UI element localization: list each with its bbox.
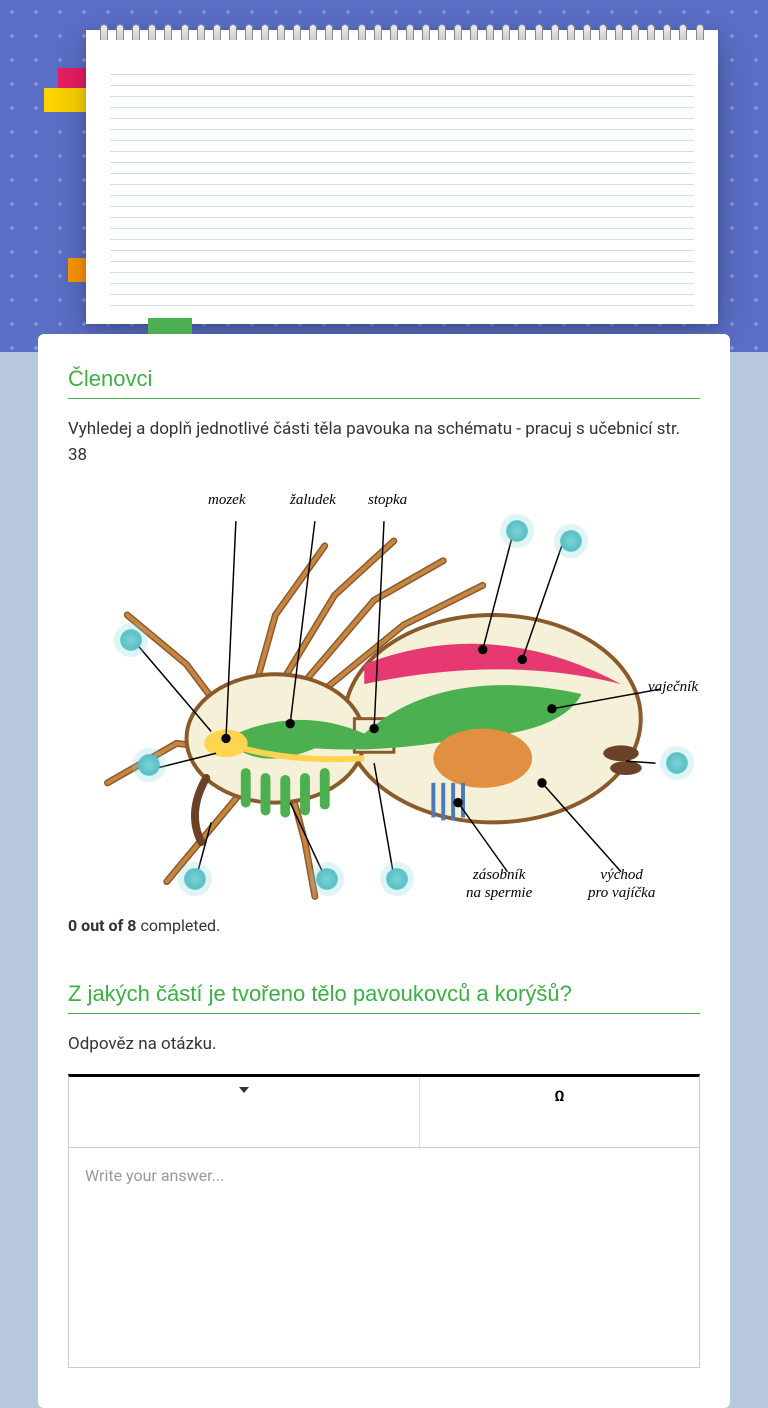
toolbar-format-dropdown[interactable] [69,1077,419,1147]
notepad-lines [110,64,694,308]
section2-title: Z jakých částí je tvořeno tělo pavoukovc… [68,981,700,1014]
label-mozek: mozek [208,492,246,509]
answer-placeholder: Write your answer... [85,1166,224,1185]
label-vajecnik: vaječník [648,679,698,696]
label-zaludek: žaludek [290,492,336,509]
spider-diagram: mozek žaludek stopka vaječník zásobník n… [68,484,700,904]
toolbar-symbol-button[interactable]: Ω [419,1077,699,1147]
progress-done: 0 [68,916,77,935]
spiral-binding [86,24,718,44]
label-vychod: východ pro vajíčka [588,866,655,902]
hotspot-1[interactable] [506,520,528,542]
header-banner [0,0,768,352]
worksheet-card: Členovci Vyhledej a doplň jednotlivé čás… [38,334,730,1408]
hotspot-2[interactable] [560,530,582,552]
tab-accent-yellow [44,88,92,112]
omega-icon: Ω [554,1087,564,1105]
progress-text: 0 out of 8 completed. [68,916,700,935]
hotspot-5[interactable] [184,868,206,890]
hotspot-7[interactable] [386,868,408,890]
section2-instruction: Odpověz na otázku. [68,1032,700,1058]
section1-instruction: Vyhledej a doplň jednotlivé části těla p… [68,417,700,468]
progress-total: 8 [127,916,136,935]
hotspot-8[interactable] [666,752,688,774]
hotspot-3[interactable] [120,629,142,651]
progress-suffix: completed. [140,916,220,935]
label-zasobnik: zásobník na spermie [466,866,532,902]
answer-toolbar: Ω [68,1074,700,1148]
notepad-graphic [86,30,718,324]
answer-textarea[interactable]: Write your answer... [68,1148,700,1368]
hotspot-6[interactable] [316,868,338,890]
label-stopka: stopka [368,492,407,509]
chevron-down-icon [239,1087,249,1093]
hotspot-4[interactable] [138,754,160,776]
spider-svg [68,484,700,904]
section1-title: Členovci [68,366,700,399]
